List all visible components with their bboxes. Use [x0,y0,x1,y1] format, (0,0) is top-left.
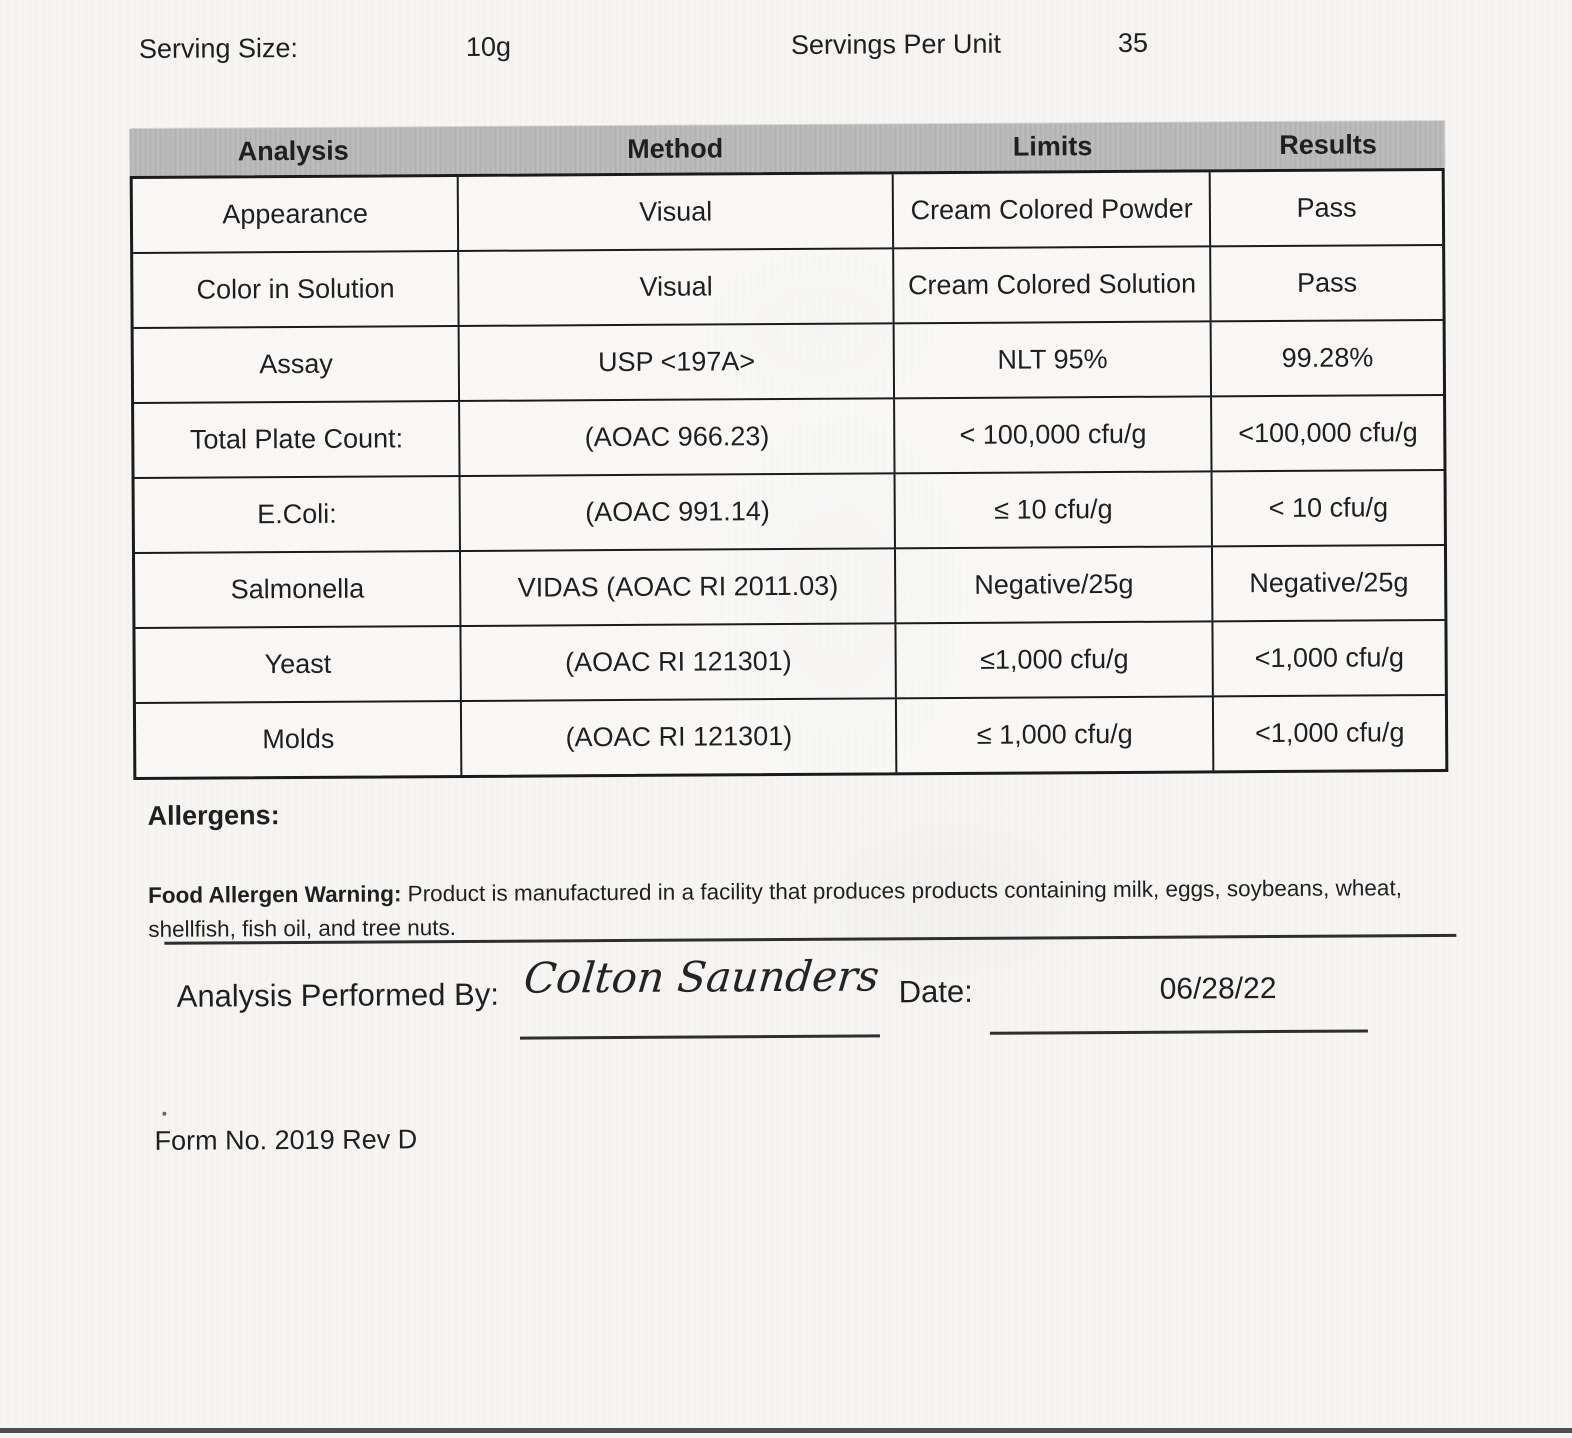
serving-info-row: Serving Size: 10g Servings Per Unit 35 [0,25,1568,64]
table-cell: (AOAC RI 121301) [460,699,896,775]
table-cell: Pass [1209,170,1443,246]
table-cell: Yeast [264,648,332,680]
date-label: Date: [898,973,973,1010]
table-cell: (AOAC 991.14) [458,474,895,550]
serving-size-label: Serving Size: [138,32,299,64]
column-header-results: Results [1279,129,1377,160]
table-cell: ≤1,000 cfu/g [894,622,1213,698]
table-cell: (AOAC RI 121301) [459,624,895,700]
table-cell: Salmonella [230,573,365,605]
column-header-method: Method [627,133,724,164]
analyst-signature: Colton Saunders [521,951,882,1003]
table-cell: ≤ 10 cfu/g [893,472,1212,548]
table-row-salmonella: Salmonella VIDAS (AOAC RI 2011.03) Negat… [134,543,1445,627]
table-cell: <1,000 cfu/g [1212,695,1446,771]
table-cell: (AOAC 966.23) [458,399,894,475]
table-cell: Color in Solution [196,273,395,305]
table-cell: < 10 cfu/g [1210,470,1444,546]
date-value: 06/28/22 [1159,972,1277,1006]
scan-speck [162,1111,167,1116]
table-cell: < 100,000 cfu/g [893,397,1211,473]
table-cell: ≤ 1,000 cfu/g [894,697,1213,773]
scan-bottom-edge [0,1428,1572,1433]
table-cell: <1,000 cfu/g [1211,620,1445,696]
date-underline [989,1029,1368,1035]
table-row-assay: Assay USP <197A> NLT 95% 99.28% [133,318,1444,402]
column-header-analysis: Analysis [237,135,349,167]
table-cell: VIDAS (AOAC RI 2011.03) [459,549,895,625]
table-header-row: Analysis Method Limits Results [129,120,1445,176]
table-cell: <100,000 cfu/g [1210,395,1444,471]
table-body: Appearance Visual Cream Colored Powder P… [129,167,1449,780]
table-cell: Total Plate Count: [189,423,404,455]
allergen-warning-label: Food Allergen Warning: [148,880,402,908]
form-number: Form No. 2019 Rev D [154,1124,418,1156]
table-cell: Visual [457,249,893,325]
table-row-yeast: Yeast (AOAC RI 121301) ≤1,000 cfu/g <1,0… [135,618,1445,702]
signature-underline [519,1034,880,1040]
table-cell: USP <197A> [458,324,894,400]
table-cell: Appearance [222,198,369,230]
servings-per-unit-value: 35 [1117,27,1149,58]
serving-size-value: 10g [465,31,512,62]
table-cell: E.Coli: [257,498,337,530]
table-cell: Cream Colored Solution [892,247,1210,323]
table-row-total-plate-count: Total Plate Count: (AOAC 966.23) < 100,0… [134,393,1444,477]
table-row-molds: Molds (AOAC RI 121301) ≤ 1,000 cfu/g <1,… [135,693,1446,777]
table-cell: Molds [262,723,335,755]
column-header-limits: Limits [1012,131,1093,162]
table-cell: Negative/25g [894,547,1212,623]
table-cell: NLT 95% [892,322,1211,398]
table-cell: Negative/25g [1211,545,1445,621]
allergens-heading: Allergens: [147,800,280,831]
table-cell: Cream Colored Powder [891,172,1210,248]
analysis-performed-by-label: Analysis Performed By: [176,976,499,1014]
table-cell: Pass [1209,245,1443,321]
servings-per-unit-label: Servings Per Unit [790,28,1002,60]
table-cell: Visual [457,174,893,250]
table-row-appearance: Appearance Visual Cream Colored Powder P… [133,170,1443,252]
table-row-ecoli: E.Coli: (AOAC 991.14) ≤ 10 cfu/g < 10 cf… [134,468,1444,552]
analysis-table: Analysis Method Limits Results Appearanc… [129,120,1449,780]
table-cell: 99.28% [1209,320,1444,396]
table-cell: Assay [259,348,333,380]
table-row-color-in-solution: Color in Solution Visual Cream Colored S… [133,243,1443,327]
